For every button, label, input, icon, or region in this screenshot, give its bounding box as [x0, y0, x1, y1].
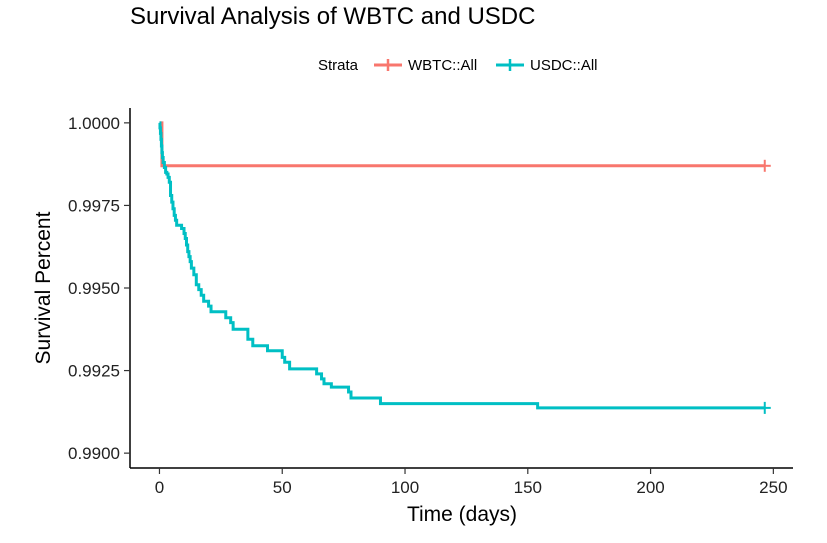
x-axis-title: Time (days): [407, 503, 517, 526]
chart-title: Survival Analysis of WBTC and USDC: [130, 3, 535, 30]
x-tick-label: 150: [514, 478, 542, 497]
series-line-usdc: [158, 121, 765, 410]
series-line-wbtc: [159, 121, 765, 168]
legend-key: [374, 59, 402, 71]
censor-mark: [758, 159, 771, 172]
x-tick-label: 100: [391, 478, 419, 497]
y-tick-label: 0.9925: [68, 362, 120, 381]
y-tick-label: 0.9900: [68, 444, 120, 463]
x-tick-label: 50: [273, 478, 292, 497]
x-tick-label: 200: [636, 478, 664, 497]
legend-title: Strata: [318, 57, 359, 74]
censor-mark: [758, 401, 771, 414]
y-tick-label: 1.0000: [68, 114, 120, 133]
legend-entry: USDC::All: [530, 57, 598, 74]
legend-entry: WBTC::All: [408, 57, 477, 74]
plot-area: [158, 121, 771, 414]
x-tick-label: 0: [155, 478, 164, 497]
axes: 0 50 100 150 200 250 0.9900 0.9925 0.9950 0.9975 1…: [68, 108, 793, 497]
legend: Strata WBTC::All USDC::All: [318, 57, 598, 74]
legend-key: [496, 59, 524, 71]
y-tick-label: 0.9975: [68, 196, 120, 215]
y-tick-label: 0.9950: [68, 279, 120, 298]
x-tick-label: 250: [759, 478, 787, 497]
y-axis-title: Survival Percent: [32, 211, 55, 364]
